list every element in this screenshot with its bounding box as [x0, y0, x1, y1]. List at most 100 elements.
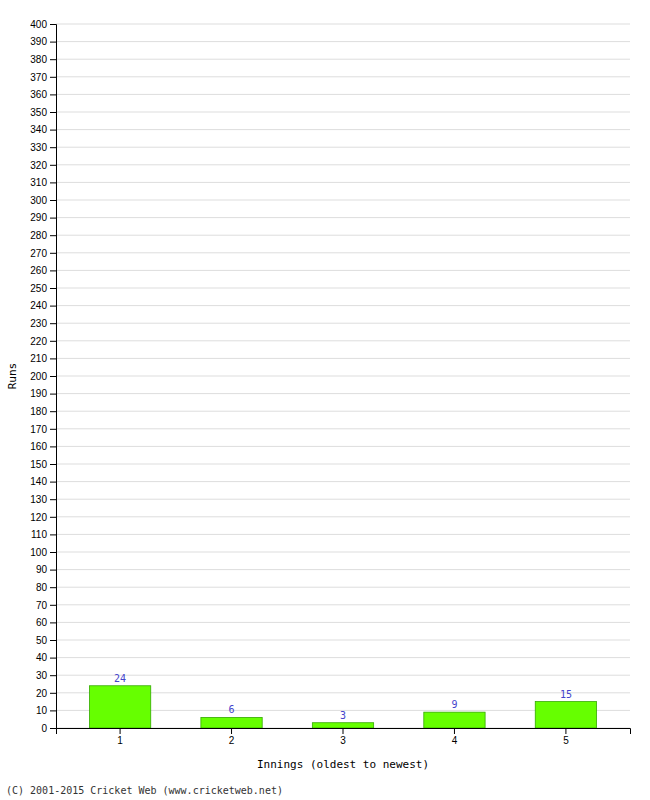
grid-line — [56, 235, 630, 236]
y-tick-mark — [50, 235, 56, 236]
y-tick-mark — [50, 270, 56, 271]
data-label: 3 — [340, 710, 346, 721]
y-tick-label: 180 — [30, 406, 47, 417]
x-axis: 12345 — [57, 728, 631, 746]
footer: (C) 2001-2015 Cricket Web (www.cricketwe… — [6, 785, 283, 796]
y-tick: 110 — [31, 529, 56, 540]
data-labels: 2463915 — [114, 673, 572, 721]
y-tick-mark — [50, 728, 56, 729]
y-tick-mark — [50, 42, 56, 43]
x-tick-label: 4 — [452, 735, 458, 746]
y-tick: 340 — [30, 124, 56, 135]
y-tick-label: 280 — [30, 230, 47, 241]
y-tick-label: 370 — [30, 72, 47, 83]
grid-line — [56, 569, 630, 570]
y-tick-mark — [50, 464, 56, 465]
y-tick-label: 260 — [30, 265, 47, 276]
y-tick-mark — [50, 358, 56, 359]
y-tick-mark — [50, 200, 56, 201]
y-tick-label: 340 — [30, 124, 47, 135]
x-tick: 3 — [340, 728, 346, 746]
y-axis-line — [50, 25, 57, 729]
grid-line — [56, 94, 630, 95]
y-tick: 380 — [30, 54, 56, 65]
y-tick-label: 400 — [30, 19, 47, 30]
grid-line — [56, 340, 630, 341]
x-tick-label: 1 — [117, 735, 123, 746]
grid-line — [56, 657, 630, 658]
y-tick: 70 — [36, 600, 56, 611]
grid-line — [56, 446, 630, 447]
x-tick-mark — [231, 728, 232, 734]
grid — [56, 24, 630, 728]
y-tick-label: 300 — [30, 195, 47, 206]
y-tick-label: 170 — [30, 424, 47, 435]
y-tick-mark — [50, 499, 56, 500]
y-tick: 90 — [36, 564, 56, 575]
grid-line — [56, 499, 630, 500]
grid-line — [56, 305, 630, 306]
y-tick-mark — [50, 94, 56, 95]
y-tick-mark — [50, 570, 56, 571]
y-tick: 0 — [41, 723, 56, 734]
y-tick: 80 — [36, 582, 56, 593]
y-tick: 190 — [30, 388, 56, 399]
grid-line — [56, 252, 630, 253]
y-tick-mark — [50, 605, 56, 606]
y-tick-label: 210 — [30, 353, 47, 364]
y-tick-label: 250 — [30, 283, 47, 294]
y-tick-label: 200 — [30, 371, 47, 382]
y-tick-mark — [50, 429, 56, 430]
y-tick-mark — [50, 376, 56, 377]
y-tick: 150 — [30, 459, 56, 470]
y-tick-label: 360 — [30, 89, 47, 100]
bar — [201, 717, 262, 728]
y-tick-label: 320 — [30, 160, 47, 171]
y-tick-mark — [50, 710, 56, 711]
y-tick-label: 240 — [30, 300, 47, 311]
y-tick: 300 — [30, 195, 56, 206]
y-tick-mark — [50, 341, 56, 342]
y-tick-mark — [50, 394, 56, 395]
chart: 2463915123450102030405060708090100110120… — [0, 0, 650, 800]
y-tick-mark — [50, 147, 56, 148]
y-tick-mark — [50, 622, 56, 623]
grid-line — [56, 164, 630, 165]
y-tick-mark — [50, 165, 56, 166]
y-tick: 160 — [30, 441, 56, 452]
y-tick-mark — [50, 446, 56, 447]
y-tick: 250 — [30, 283, 56, 294]
data-label: 15 — [560, 689, 572, 700]
x-tick-mark — [565, 728, 566, 734]
grid-line — [56, 270, 630, 271]
y-tick-label: 230 — [30, 318, 47, 329]
y-tick-mark — [50, 517, 56, 518]
bars — [89, 686, 596, 728]
x-tick: 5 — [563, 728, 569, 746]
y-tick-label: 0 — [41, 723, 47, 734]
y-tick-label: 30 — [36, 670, 48, 681]
y-tick-label: 40 — [36, 652, 48, 663]
data-label: 9 — [451, 699, 457, 710]
grid-line — [56, 428, 630, 429]
y-tick-label: 100 — [30, 547, 47, 558]
y-tick-label: 120 — [30, 512, 47, 523]
y-tick: 40 — [36, 652, 56, 663]
y-tick-label: 60 — [36, 617, 48, 628]
x-tick-label: 5 — [563, 735, 569, 746]
y-tick-label: 10 — [36, 705, 48, 716]
grid-line — [56, 516, 630, 517]
bar — [89, 686, 150, 728]
grid-line — [56, 200, 630, 201]
grid-line — [56, 604, 630, 605]
y-axis: 0102030405060708090100110120130140150160… — [30, 19, 56, 734]
y-tick-label: 220 — [30, 336, 47, 347]
y-tick-label: 350 — [30, 107, 47, 118]
grid-line — [56, 552, 630, 553]
grid-line — [56, 112, 630, 113]
y-tick-mark — [50, 534, 56, 535]
y-tick-mark — [50, 130, 56, 131]
y-tick: 320 — [30, 160, 56, 171]
y-tick: 270 — [30, 248, 56, 259]
y-tick-mark — [50, 59, 56, 60]
